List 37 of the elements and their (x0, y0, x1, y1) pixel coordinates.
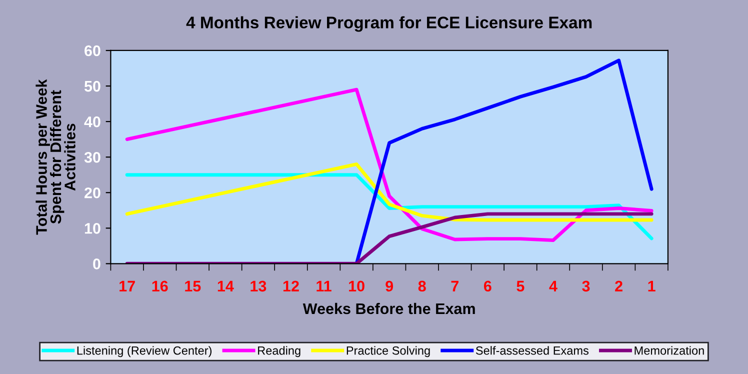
x-tick-label: 3 (582, 280, 590, 292)
y-tick-label: 10 (84, 223, 100, 234)
y-tick-label: 0 (93, 258, 100, 270)
x-axis-title: Weeks Before the Exam (302, 302, 475, 314)
line-series (125, 162, 654, 222)
line-series (354, 58, 654, 264)
legend-label: Practice Solving (346, 346, 430, 358)
chart-title: 4 Months Review Program for ECE Licensure Exam (186, 16, 592, 32)
y-tick-label: 40 (84, 116, 100, 128)
legend-label: Self-assessed Exams (476, 346, 589, 355)
x-tick-label: 9 (386, 280, 394, 292)
x-tick-label: 1 (648, 280, 656, 292)
legend-label: Listening (Review Center) (77, 346, 212, 358)
y-tick-label: 20 (84, 187, 100, 198)
x-tick-label: 7 (451, 280, 458, 292)
y-axis-title: Total Hours per Week Spent for Different Activities (36, 79, 76, 235)
x-tick-label: 17 (120, 280, 135, 292)
x-tick-label: 6 (484, 280, 492, 292)
y-tick-label: 60 (84, 45, 100, 56)
line-series (125, 88, 654, 242)
x-tick-label: 5 (516, 280, 524, 292)
x-tick-label: 13 (250, 280, 266, 292)
line-series (125, 212, 654, 264)
legend-label: Reading (258, 346, 300, 358)
x-tick-label: 14 (218, 280, 234, 292)
x-tick-label: 11 (316, 280, 332, 292)
x-tick-label: 15 (185, 280, 201, 292)
x-tick-label: 12 (283, 280, 299, 292)
x-tick-label: 8 (418, 280, 426, 292)
legend-label: Memorization (634, 346, 704, 355)
y-tick-label: 30 (84, 152, 100, 163)
y-tick-label: 50 (84, 80, 100, 92)
x-tick-label: 4 (549, 280, 558, 292)
x-tick-label: 16 (152, 280, 168, 292)
x-tick-label: 2 (615, 280, 622, 292)
line-series (125, 173, 654, 240)
x-tick-label: 10 (349, 280, 364, 292)
